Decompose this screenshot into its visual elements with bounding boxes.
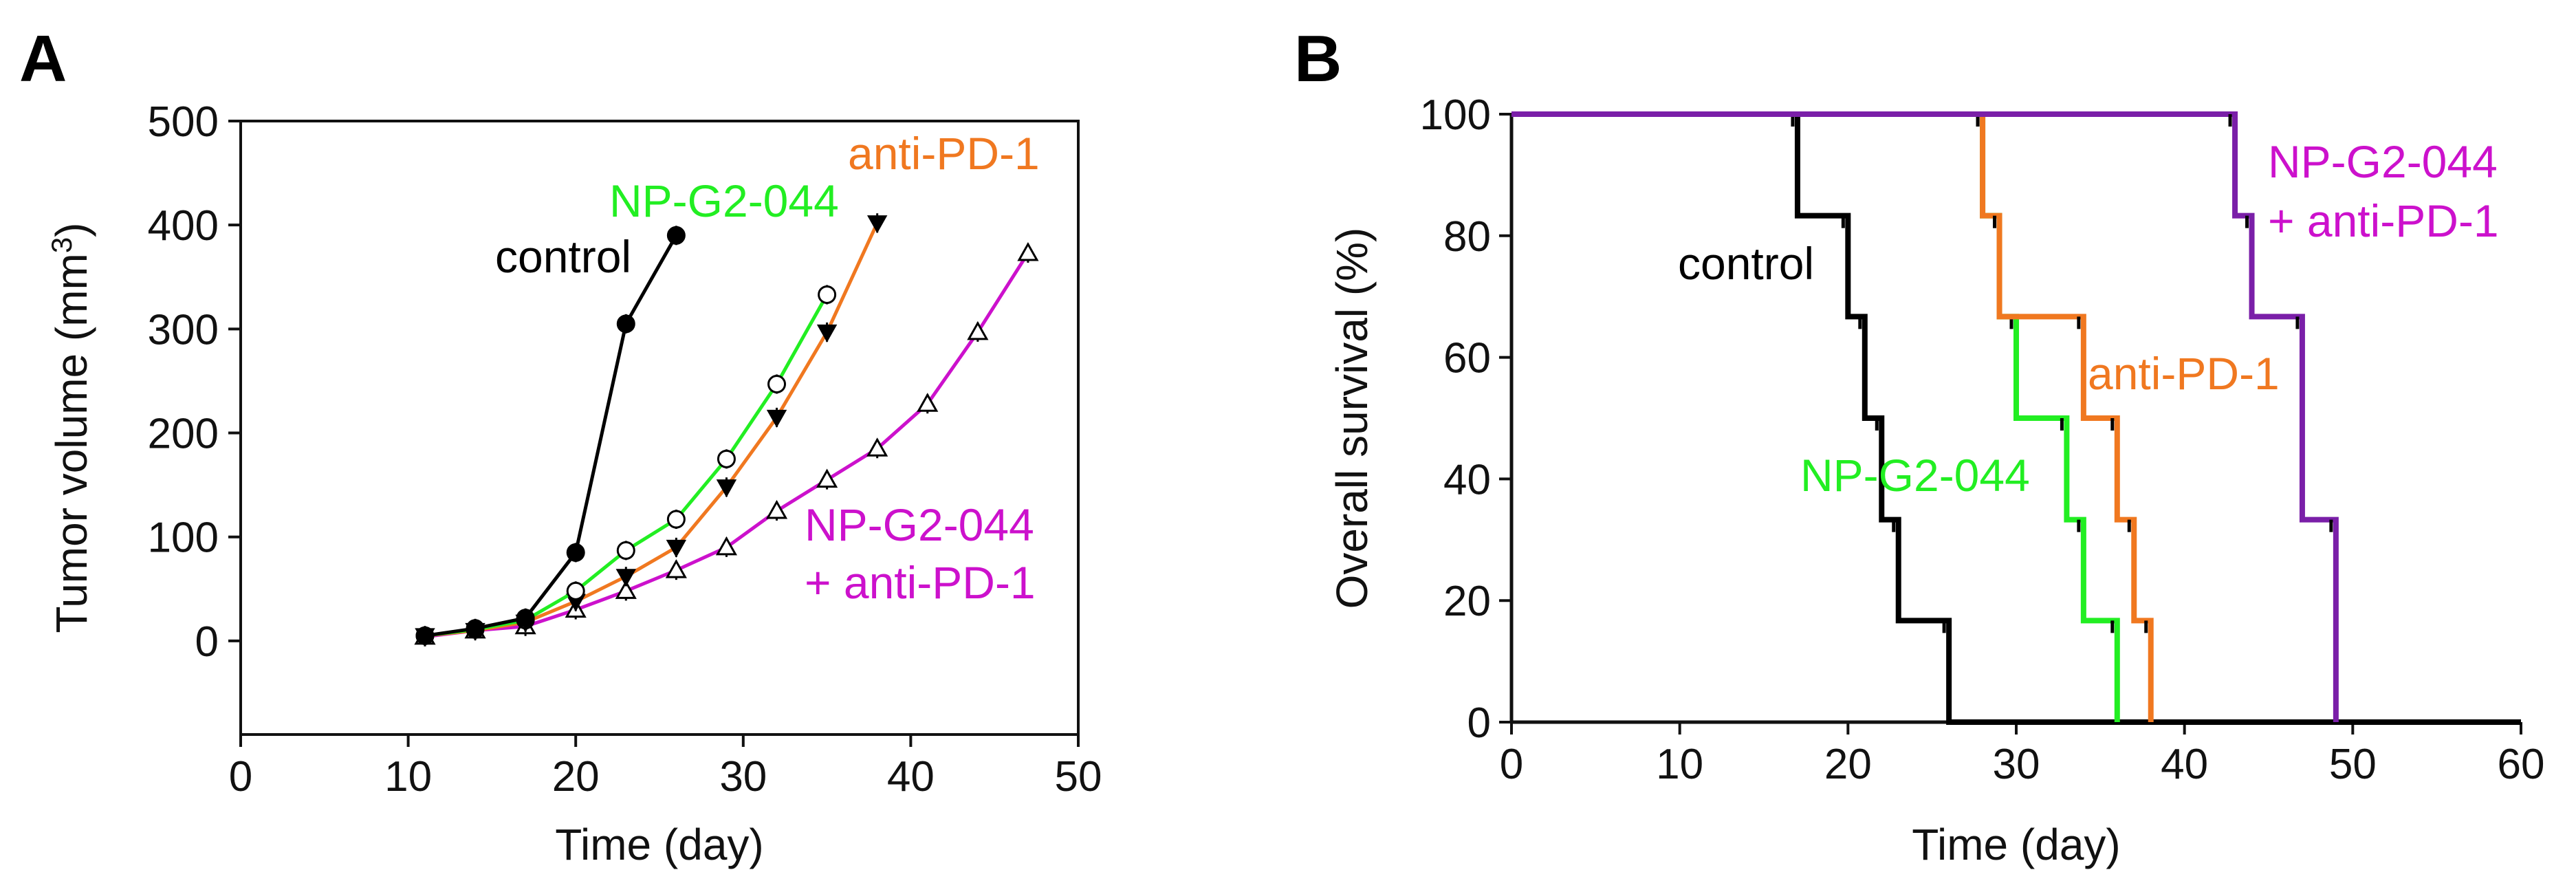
x-tick-label: 30 bbox=[1993, 741, 2040, 788]
y-tick-label: 500 bbox=[148, 98, 219, 146]
series-0 bbox=[415, 226, 686, 646]
data-point bbox=[615, 580, 637, 599]
data-point bbox=[866, 437, 888, 457]
plot-frame bbox=[239, 120, 1080, 736]
panel-letter-b: B bbox=[1294, 22, 1342, 96]
data-point bbox=[616, 541, 635, 560]
label-control: control bbox=[495, 231, 631, 282]
y-tick-label: 400 bbox=[148, 202, 219, 250]
survival-curve-3 bbox=[1511, 111, 2339, 722]
data-point bbox=[715, 536, 738, 556]
label-combo-line2: + anti-PD-1 bbox=[2268, 195, 2499, 246]
label-combo-line1: NP-G2-044 bbox=[805, 499, 1034, 550]
data-point bbox=[816, 324, 838, 342]
data-point bbox=[665, 559, 687, 578]
data-point bbox=[818, 285, 837, 304]
data-point bbox=[716, 479, 737, 498]
y-tick-label: 80 bbox=[1443, 213, 1491, 261]
survival-curve-2 bbox=[1511, 111, 2154, 722]
y-tick-label: 0 bbox=[1467, 699, 1491, 747]
data-point bbox=[917, 393, 939, 412]
survival-curve-1 bbox=[1511, 111, 2120, 722]
data-point bbox=[566, 581, 585, 600]
x-tick-label: 50 bbox=[2329, 741, 2377, 788]
x-tick-label: 30 bbox=[719, 753, 767, 801]
data-point bbox=[767, 375, 787, 394]
data-point bbox=[666, 539, 687, 558]
x-tick-label: 0 bbox=[229, 753, 252, 801]
x-tick-label: 10 bbox=[384, 753, 432, 801]
data-point bbox=[717, 449, 736, 468]
label-combo-line2: + anti-PD-1 bbox=[805, 557, 1036, 608]
label-np-g2-044: NP-G2-044 bbox=[1800, 450, 2030, 501]
data-point bbox=[666, 226, 686, 245]
data-point bbox=[766, 409, 787, 428]
label-anti-pd-1: anti-PD-1 bbox=[848, 128, 1040, 179]
data-point bbox=[1017, 241, 1039, 261]
data-point bbox=[616, 314, 635, 334]
x-tick-label: 50 bbox=[1055, 753, 1102, 801]
y-tick-label: 60 bbox=[1443, 335, 1491, 382]
data-point bbox=[765, 499, 788, 519]
survival-curve-0 bbox=[1511, 111, 2521, 725]
label-combo-line1: NP-G2-044 bbox=[2268, 136, 2498, 187]
data-point bbox=[666, 510, 686, 529]
data-point bbox=[466, 619, 485, 638]
data-point bbox=[615, 569, 636, 587]
label-control: control bbox=[1678, 238, 1814, 289]
label-np-g2-044: NP-G2-044 bbox=[609, 175, 839, 226]
x-tick-label: 0 bbox=[1500, 741, 1523, 788]
y-axis-label: Tumor volume (mm3) bbox=[45, 222, 96, 633]
x-tick-label: 40 bbox=[2161, 741, 2208, 788]
y-tick-label: 40 bbox=[1443, 456, 1491, 503]
y-tick-label: 300 bbox=[148, 306, 219, 353]
y-tick-label: 200 bbox=[148, 411, 219, 458]
data-point bbox=[866, 215, 888, 234]
data-point bbox=[415, 626, 435, 645]
x-tick-label: 20 bbox=[552, 753, 600, 801]
x-axis-label: Time (day) bbox=[1912, 820, 2120, 869]
panel-b: B 0 10 20 30 40 50 60 0 20 40 60 80 100 Time (day) Over… bbox=[1294, 22, 2544, 869]
y-tick-label: 0 bbox=[195, 618, 219, 666]
label-anti-pd-1: anti-PD-1 bbox=[2088, 348, 2280, 399]
x-tick-label: 60 bbox=[2498, 741, 2545, 788]
data-point bbox=[967, 320, 989, 340]
series-line bbox=[424, 235, 678, 638]
y-tick-label: 100 bbox=[1420, 91, 1491, 139]
y-tick-label: 20 bbox=[1443, 578, 1491, 625]
x-tick-label: 10 bbox=[1656, 741, 1703, 788]
x-axis-label: Time (day) bbox=[555, 820, 763, 869]
x-tick-label: 40 bbox=[887, 753, 935, 801]
panel-letter-a: A bbox=[19, 22, 67, 96]
data-point bbox=[516, 609, 535, 628]
y-axis-label: Overall survival (%) bbox=[1327, 228, 1377, 609]
y-tick-label: 100 bbox=[148, 514, 219, 562]
data-point bbox=[566, 543, 585, 562]
data-point bbox=[816, 468, 838, 488]
x-tick-label: 20 bbox=[1824, 741, 1872, 788]
